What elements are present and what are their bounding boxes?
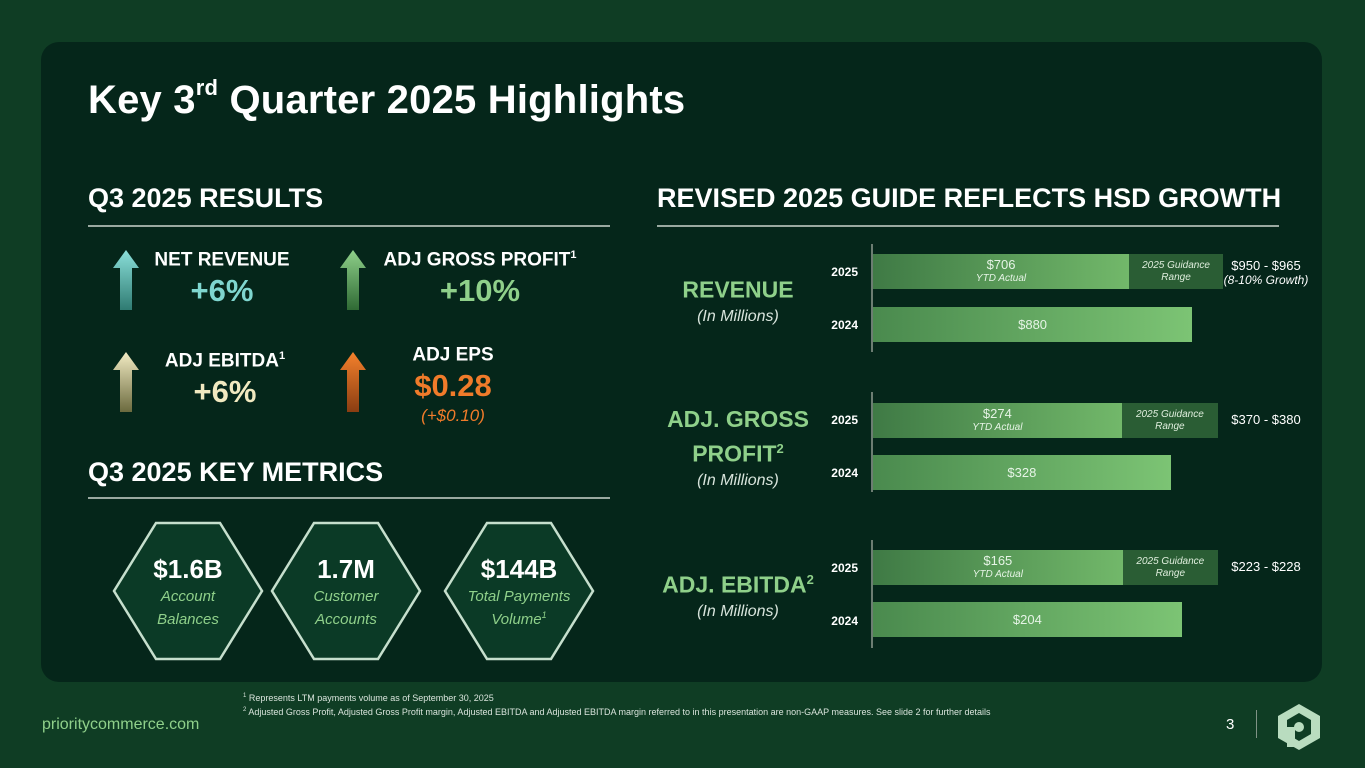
hex-customer-accounts: 1.7M Customer Accounts — [270, 521, 422, 661]
hex-account-balances: $1.6B Account Balances — [112, 521, 264, 661]
ebitda-2024-bar: $204 — [873, 602, 1182, 637]
metric-adj-gross-profit: ADJ GROSS PROFIT1 +10% — [383, 249, 577, 309]
gross-profit-2025-guidance-bar: 2025 Guidance Range — [1121, 403, 1218, 438]
gross-profit-guidance-range: $370 - $380 — [1231, 412, 1301, 427]
footer-divider — [1256, 710, 1257, 738]
gross-profit-year-2024: 2024 — [831, 466, 858, 480]
revenue-guidance-range: $950 - $965 (8-10% Growth) — [1223, 258, 1309, 287]
guide-heading: REVISED 2025 GUIDE REFLECTS HSD GROWTH — [657, 183, 1282, 213]
results-heading: Q3 2025 RESULTS — [88, 183, 324, 213]
guide-category-gross-profit: ADJ. GROSS PROFIT2 (In Millions) — [667, 406, 809, 489]
hex-total-payments-volume: $144B Total Payments Volume1 — [443, 521, 595, 661]
ebitda-guidance-range: $223 - $228 — [1231, 559, 1301, 574]
metric-adj-ebitda: ADJ EBITDA1 +6% — [164, 350, 286, 410]
revenue-2024-bar: $880 — [873, 307, 1193, 342]
metric-adj-eps: ADJ EPS $0.28 (+$0.10) — [412, 344, 494, 426]
gross-profit-axis — [871, 392, 873, 492]
up-arrow-green-icon — [340, 250, 366, 310]
guide-category-revenue: REVENUE (In Millions) — [682, 276, 794, 325]
gross-profit-2025-actual-bar: $274 YTD Actual — [873, 403, 1122, 438]
up-arrow-orange-icon — [340, 352, 366, 412]
revenue-axis — [871, 244, 873, 352]
website-link[interactable]: prioritycommerce.com — [42, 716, 200, 733]
metrics-rule — [88, 497, 610, 499]
ebitda-year-2024: 2024 — [831, 614, 858, 628]
priority-logo-icon — [1278, 704, 1320, 750]
ebitda-axis — [871, 540, 873, 648]
revenue-year-2024: 2024 — [831, 318, 858, 332]
up-arrow-cream-icon — [113, 352, 139, 412]
ebitda-year-2025: 2025 — [831, 561, 858, 575]
footnote-2: 2 Adjusted Gross Profit, Adjusted Gross … — [243, 707, 991, 717]
results-rule — [88, 225, 610, 227]
up-arrow-teal-icon — [113, 250, 139, 310]
revenue-2025-guidance-bar: 2025 Guidance Range — [1129, 254, 1223, 289]
page-number: 3 — [1226, 716, 1235, 733]
revenue-year-2025: 2025 — [831, 265, 858, 279]
footnote-1: 1 Represents LTM payments volume as of S… — [243, 693, 494, 703]
gross-profit-year-2025: 2025 — [831, 413, 858, 427]
ebitda-2025-guidance-bar: 2025 Guidance Range — [1122, 550, 1218, 585]
metrics-heading: Q3 2025 KEY METRICS — [88, 457, 384, 487]
revenue-2025-actual-bar: $706 YTD Actual — [873, 254, 1130, 289]
guide-category-ebitda: ADJ. EBITDA2 (In Millions) — [662, 571, 814, 620]
metric-net-revenue: NET REVENUE +6% — [154, 249, 290, 309]
guide-rule — [657, 225, 1279, 227]
ebitda-2025-actual-bar: $165 YTD Actual — [873, 550, 1123, 585]
gross-profit-2024-bar: $328 — [873, 455, 1171, 490]
slide-title: Key 3rd Quarter 2025 Highlights — [88, 74, 686, 122]
